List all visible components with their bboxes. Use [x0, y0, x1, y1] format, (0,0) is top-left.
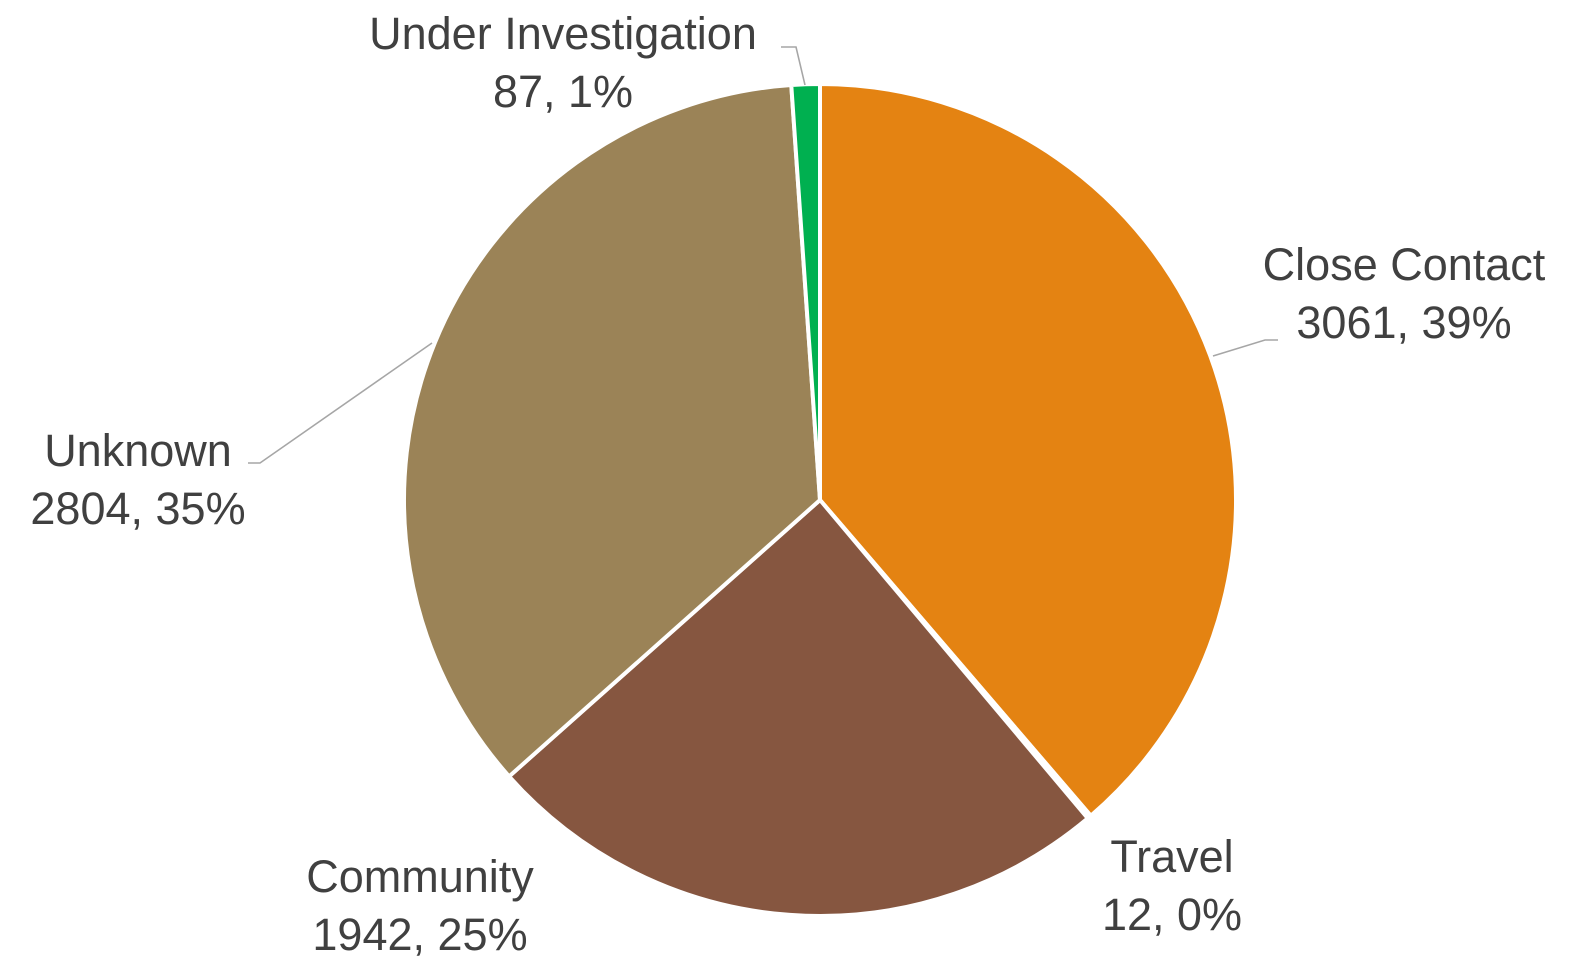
data-label-community: Community 1942, 25% [306, 851, 534, 960]
leader-line-unknown [248, 342, 433, 464]
data-label-travel: Travel 12, 0% [1102, 831, 1242, 940]
data-label-unknown: Unknown 2804, 35% [30, 425, 245, 534]
leader-line-under-investigation [781, 46, 806, 86]
data-label-under-investigation: Under Investigation 87, 1% [369, 8, 757, 117]
pie-slices [402, 81, 1238, 918]
data-label-community-value: 1942, 25% [312, 909, 527, 960]
pie-slice-community [506, 497, 1091, 918]
data-label-close-contact-name: Close Contact [1263, 239, 1546, 290]
leader-lines [248, 46, 1278, 464]
leader-line-close-contact [1212, 339, 1278, 357]
data-label-unknown-value: 2804, 35% [30, 483, 245, 534]
data-label-travel-value: 12, 0% [1102, 889, 1242, 940]
pie-slice-close-contact [818, 81, 1238, 819]
data-label-travel-name: Travel [1110, 831, 1233, 882]
data-label-unknown-name: Unknown [44, 425, 232, 476]
data-label-under-investigation-name: Under Investigation [369, 8, 757, 59]
data-label-community-name: Community [306, 851, 534, 902]
data-labels: Close Contact 3061, 39% Travel 12, 0% Co… [30, 8, 1545, 960]
pie-slice-unknown [402, 82, 823, 780]
data-label-close-contact-value: 3061, 39% [1296, 297, 1511, 348]
data-label-under-investigation-value: 87, 1% [493, 66, 633, 117]
data-label-close-contact: Close Contact 3061, 39% [1263, 239, 1546, 348]
